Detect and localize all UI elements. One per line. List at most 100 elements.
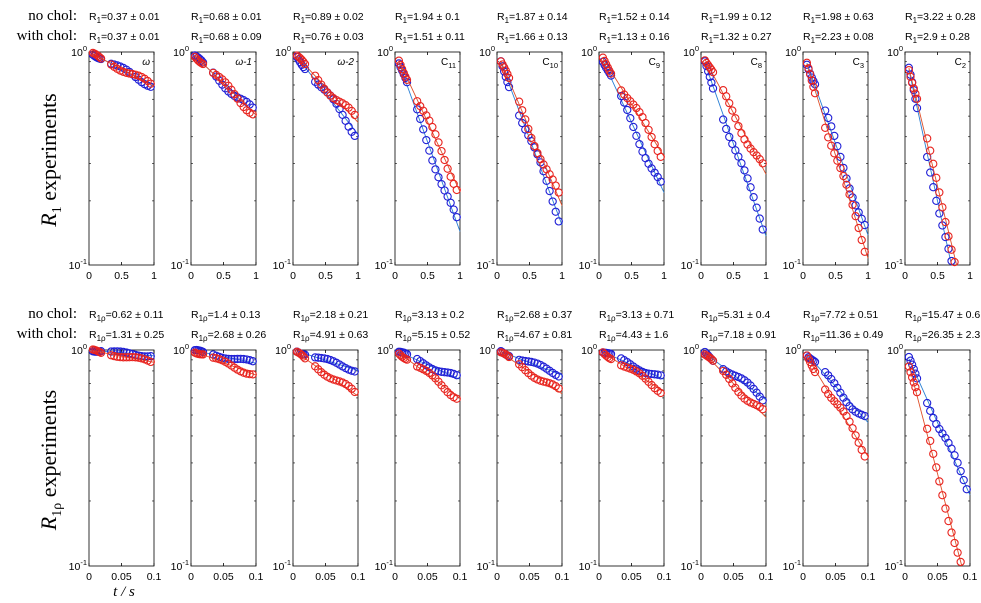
row2-panel7-point-no-chol [758, 396, 767, 405]
row1-panel8-point-with-chol [827, 141, 836, 150]
row2-panel4-xtick-label: 0.05 [417, 571, 438, 583]
row2-panel9-xtick-label: 0.1 [963, 571, 978, 583]
row1-panel7-point-no-chol [725, 132, 734, 142]
row1-panel7-point-with-chol [734, 121, 743, 131]
row1-panel4-ytick-label-bottom: 10-1 [375, 257, 393, 272]
row1-panel4-point-no-chol [416, 114, 425, 124]
row2-panel9-ytick-label-bottom: 10-1 [885, 558, 903, 573]
row1-panel7-rate-with-chol: R1=1.32 ± 0.27 [701, 31, 772, 45]
row1-panel7-point-with-chol [728, 106, 737, 115]
row2-panel9-point-with-chol [904, 362, 914, 371]
row1-panel8-xtick-label: 1 [865, 270, 871, 282]
row2-panel9-point-with-chol [912, 388, 922, 397]
row1-panel8-point-with-chol [839, 171, 848, 181]
row1-panel6-point-with-chol [650, 140, 659, 149]
row1-panel7-point-no-chol [708, 84, 718, 93]
row1-panel5-point-no-chol [551, 207, 560, 216]
row2-panel6-xtick-label: 0 [596, 571, 602, 583]
row2-panel1-xtick-label: 0.1 [147, 571, 162, 583]
row1-panel9-point-with-chol [908, 78, 917, 88]
row1-panel7-point-no-chol [743, 174, 752, 183]
row2-panel1-point-with-chol [122, 353, 131, 362]
row2-label-no-chol: no chol: [28, 306, 77, 322]
row1-panel6-axes-frame [598, 51, 665, 266]
row2-panel9-point-with-chol [950, 538, 959, 548]
row1-panel1-point-with-chol [95, 52, 104, 62]
row1-panel1-rate-with-chol: R1=0.37 ± 0.01 [89, 31, 160, 45]
row2-panel6-point-no-chol [647, 369, 656, 379]
row1-panel6-point-no-chol [629, 122, 638, 132]
row1-panel3-point-no-chol [350, 131, 359, 141]
row2-panel2-axes-frame [190, 349, 257, 567]
row1-panel9-xtick-label: 1 [967, 270, 973, 282]
row1-panel3-rate-with-chol: R1=0.76 ± 0.03 [293, 31, 364, 45]
row2-panel3-point-with-chol [350, 387, 359, 397]
row2-panel9-point-with-chol [906, 368, 915, 377]
row1-panel2-ytick-label-bottom: 10-1 [171, 257, 189, 272]
row2-panel8-point-with-chol [854, 438, 863, 447]
row1-panel9-point-with-chol [926, 146, 935, 155]
row1-panel9-point-with-chol [912, 94, 922, 103]
row1-panel5-point-no-chol [503, 77, 512, 87]
row1-panel4-point-with-chol [396, 60, 405, 70]
row2-panel5-ytick-label-top: 100 [479, 342, 495, 357]
row2-panel8-xtick-label: 0.05 [825, 571, 846, 583]
row1-panel2-point-with-chol [197, 58, 206, 68]
row1-panel6-rate-with-chol: R1=1.13 ± 0.16 [599, 31, 670, 45]
row1-panel8-point-no-chol [827, 122, 836, 131]
row1-panel3-ytick-label-top: 100 [275, 44, 291, 59]
row1-label-no-chol: no chol: [28, 8, 77, 24]
row1-panel5-point-no-chol [545, 186, 554, 196]
row1-panel2-point-with-chol [248, 110, 257, 119]
row1-panel4-fit-line-with-chol [398, 60, 461, 192]
row1-panel7-point-no-chol [758, 225, 767, 234]
row1-panel7-point-no-chol [737, 159, 746, 168]
row2-panel4-xtick-label: 0 [392, 571, 398, 583]
row1-panel1-point-with-chol [122, 68, 131, 77]
row2-panel1-point-with-chol [131, 353, 140, 362]
row2-panel1-point-with-chol [146, 357, 155, 367]
row2-panel8-fit-line-no-chol [806, 354, 869, 423]
row2-panel5-point-with-chol [503, 351, 512, 360]
row1-panel8-point-with-chol [833, 156, 842, 165]
row2-panel9-point-with-chol [941, 504, 950, 513]
row1-panel7-point-no-chol [722, 124, 731, 134]
x-axis-label: t / s [113, 584, 135, 600]
row1-panel8-rate-no-chol: R1=1.98 ± 0.63 [803, 11, 874, 25]
row1-panel8-point-with-chol [857, 235, 866, 245]
row2-panel6-point-with-chol [656, 388, 665, 398]
row1-panel8-point-with-chol [845, 190, 854, 199]
row1-panel7-ytick-label-bottom: 10-1 [681, 257, 699, 272]
row2-panel4-point-no-chol [440, 368, 449, 377]
row1-panel2-ytick-label-top: 100 [173, 44, 189, 59]
row1-ylabel: R1 experiments [36, 93, 65, 227]
row2-panel4-ytick-label-bottom: 10-1 [375, 558, 393, 573]
row1-panel5-fit-line-with-chol [500, 61, 563, 206]
row1-panel3-point-with-chol [299, 57, 308, 66]
row2-panel9-point-with-chol [938, 491, 947, 500]
row1-panel6-point-with-chol [647, 132, 656, 142]
row1-panel9-rate-no-chol: R1=3.22 ± 0.28 [905, 11, 976, 25]
row2-panel1-rate-with-chol: R1ρ=1.31 ± 0.25 [89, 329, 164, 343]
row1-panel9-point-no-chol [929, 183, 938, 192]
row2-panel9-ytick-label-top: 100 [887, 342, 903, 357]
row1-panel5-point-no-chol [542, 176, 551, 185]
row1-panel8-point-no-chol [824, 113, 833, 123]
row2-panel4-point-no-chol [452, 371, 461, 380]
row2-panel9-xtick-label: 0.05 [927, 571, 948, 583]
row2-panel1-point-with-chol [125, 353, 134, 362]
row1-panel5-xtick-label: 0 [494, 270, 500, 282]
row1-panel8-point-with-chol [802, 58, 812, 67]
row1-panel5-point-no-chol [554, 217, 563, 226]
row1-panel7-point-no-chol [728, 139, 737, 149]
row2-panel2-xtick-label: 0.05 [213, 571, 234, 583]
row2-panel8-point-with-chol [845, 417, 854, 426]
row2-panel4-ytick-label-top: 100 [377, 342, 393, 357]
row2-panel6-point-with-chol [606, 354, 616, 364]
row1-panel4-point-no-chol [422, 135, 431, 145]
row1-panel3-axes-frame [292, 51, 359, 266]
row1-panel3-carbon-label: ω-2 [337, 57, 354, 68]
row2-panel3-point-no-chol [320, 354, 329, 363]
row1-panel5-point-with-chol [518, 106, 527, 115]
